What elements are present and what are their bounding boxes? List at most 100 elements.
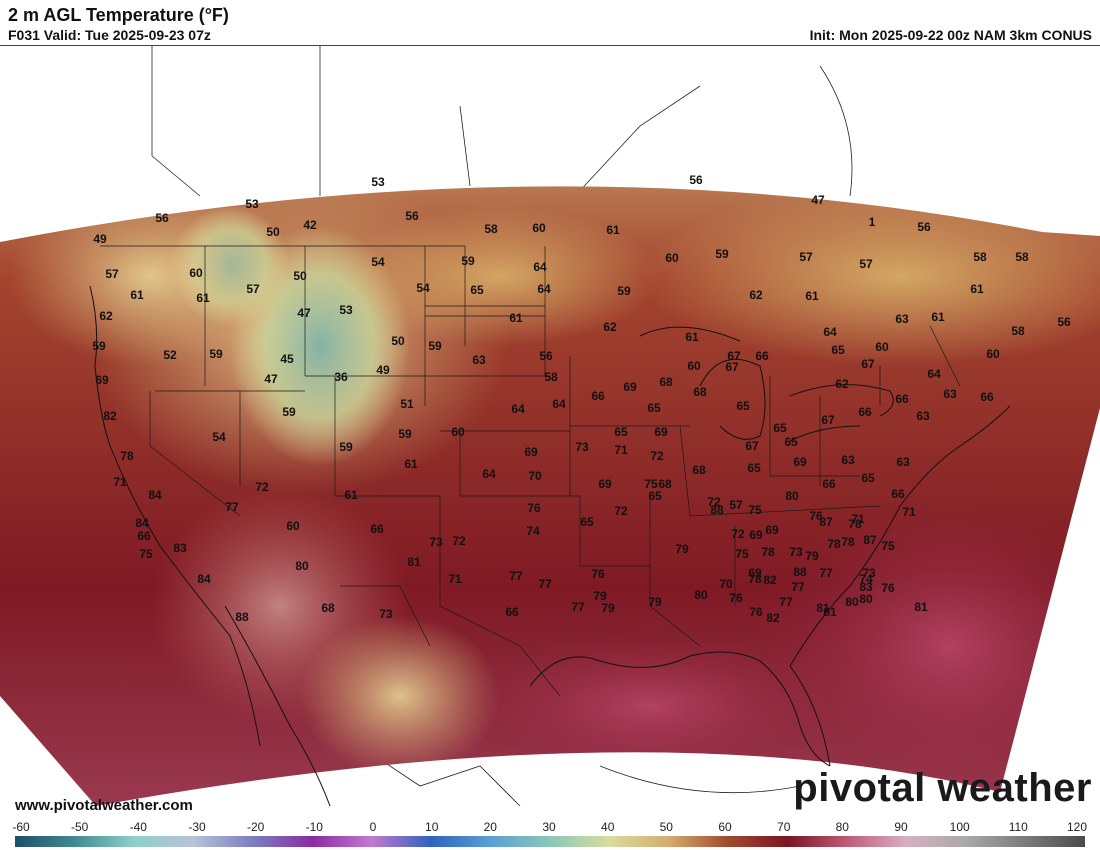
temperature-value-label: 84: [197, 572, 211, 586]
temperature-value-label: 62: [835, 377, 849, 391]
temperature-value-label: 72: [255, 480, 269, 494]
temperature-value-label: 45: [280, 352, 294, 366]
temperature-value-label: 80: [694, 588, 708, 602]
temperature-value-label: 83: [173, 541, 187, 555]
temperature-value-label: 50: [391, 334, 405, 348]
colorbar-tick-label: 10: [425, 820, 439, 834]
colorbar-tick-label: 110: [1009, 820, 1028, 834]
temperature-value-label: 77: [819, 566, 833, 580]
temperature-value-label: 59: [398, 427, 412, 441]
temperature-value-label: 59: [339, 440, 353, 454]
temperature-value-label: 80: [845, 595, 859, 609]
temperature-value-label: 65: [784, 435, 798, 449]
temperature-value-label: 86: [0, 46, 7, 49]
temperature-value-label: 68: [321, 601, 335, 615]
temperature-value-label: 73: [429, 535, 443, 549]
temperature-value-label: 69: [748, 566, 762, 580]
temperature-value-label: 78: [848, 517, 862, 531]
temperature-value-label: 64: [511, 402, 525, 416]
temperature-value-label: 80: [785, 489, 799, 503]
temperature-value-label: 69: [598, 477, 612, 491]
temperature-value-label: 68: [658, 477, 672, 491]
temperature-value-label: 57: [729, 498, 743, 512]
temperature-value-label: 66: [370, 522, 384, 536]
coastlines: [89, 285, 1011, 807]
temperature-value-label: 58: [484, 222, 498, 236]
temperature-value-label: 64: [537, 282, 551, 296]
temperature-value-label: 76: [527, 501, 541, 515]
temperature-value-label: 74: [0, 46, 7, 49]
temperature-value-label: 88: [793, 565, 807, 579]
temperature-value-label: 88: [710, 503, 724, 517]
colorbar-tick-label: 20: [484, 820, 498, 834]
temperature-value-label: 78: [0, 46, 7, 49]
temperature-value-label: 36: [334, 370, 348, 384]
temperature-value-label: 69: [623, 380, 637, 394]
temperature-value-label: 61: [404, 457, 418, 471]
temperature-value-label: 61: [509, 311, 523, 325]
temperature-value-label: 77: [0, 46, 7, 49]
temperature-value-label: 77: [791, 580, 805, 594]
temperature-value-label: 65: [648, 489, 662, 503]
temperature-value-label: 56: [689, 173, 703, 187]
temperature-value-label: 61: [606, 223, 620, 237]
colorbar-tick-label: -60: [12, 820, 30, 834]
colorbar-tick-label: 100: [950, 820, 970, 834]
temperature-value-label: 63: [916, 409, 930, 423]
temperature-value-label: 50: [266, 225, 280, 239]
temperature-value-label: 69: [765, 523, 779, 537]
temperature-value-label: 64: [482, 467, 496, 481]
temperature-value-label: 50: [293, 269, 307, 283]
colorbar-tick-label: 120: [1067, 820, 1087, 834]
temperature-value-label: 72: [731, 527, 745, 541]
temperature-value-label: 81: [914, 600, 928, 614]
temperature-value-label: 68: [692, 463, 706, 477]
temperature-value-label: 78: [0, 46, 7, 49]
temperature-value-label: 60: [286, 519, 300, 533]
temperature-value-label: 72: [650, 449, 664, 463]
temperature-value-label: 76: [729, 591, 743, 605]
temperature-value-label: 81: [0, 46, 7, 49]
temperature-value-label: 78: [748, 572, 762, 586]
temperature-value-label: 80: [0, 46, 7, 49]
temperature-value-label: 69: [793, 455, 807, 469]
temperature-value-label: 81: [823, 605, 837, 619]
temperature-value-label: 77: [509, 569, 523, 583]
temperature-value-label: 53: [245, 197, 259, 211]
temperature-value-label: 61: [196, 291, 210, 305]
temperature-value-label: 77: [225, 500, 239, 514]
temperature-value-label: 75: [881, 539, 895, 553]
temperature-value-label: 66: [895, 392, 909, 406]
init-time: Init: Mon 2025-09-22 00z NAM 3km CONUS: [809, 27, 1092, 43]
temperature-value-label: 65: [747, 461, 761, 475]
colorbar-tick-label: -10: [306, 820, 324, 834]
temperature-value-label: 60: [875, 340, 889, 354]
temperature-value-label: 66: [891, 487, 905, 501]
temperature-value-label: 81: [0, 46, 7, 49]
basemap-outlines: [151, 46, 853, 807]
colorbar-tick-label: 30: [542, 820, 556, 834]
temperature-value-label: 59: [209, 347, 223, 361]
temperature-value-label: 78: [120, 449, 134, 463]
temperature-value-label: 66: [755, 349, 769, 363]
temperature-labels: 53 56 47 56 53 56 50 42 58 60 61 1 56 49 57 60 57 50 54 59 6…: [0, 46, 1071, 625]
temperature-value-label: 71: [448, 572, 462, 586]
temperature-value-label: 61: [931, 310, 945, 324]
temperature-value-label: 57: [105, 267, 119, 281]
temperature-value-label: 65: [647, 401, 661, 415]
temperature-value-label: 76: [0, 46, 7, 49]
temperature-value-label: 64: [552, 397, 566, 411]
temperature-value-label: 52: [163, 348, 177, 362]
temperature-value-label: 61: [805, 289, 819, 303]
temperature-value-label: 78: [761, 545, 775, 559]
temperature-value-label: 65: [470, 283, 484, 297]
temperature-value-label: 66: [822, 477, 836, 491]
temperature-value-label: 69: [749, 528, 763, 542]
colorbar-tick-label: 0: [370, 820, 377, 834]
temperature-value-label: 59: [461, 254, 475, 268]
temperature-value-label: 61: [344, 488, 358, 502]
temperature-value-label: 78: [827, 537, 841, 551]
temperature-value-label: 60: [532, 221, 546, 235]
temperature-value-label: 80: [0, 46, 7, 49]
temperature-value-label: 63: [896, 455, 910, 469]
